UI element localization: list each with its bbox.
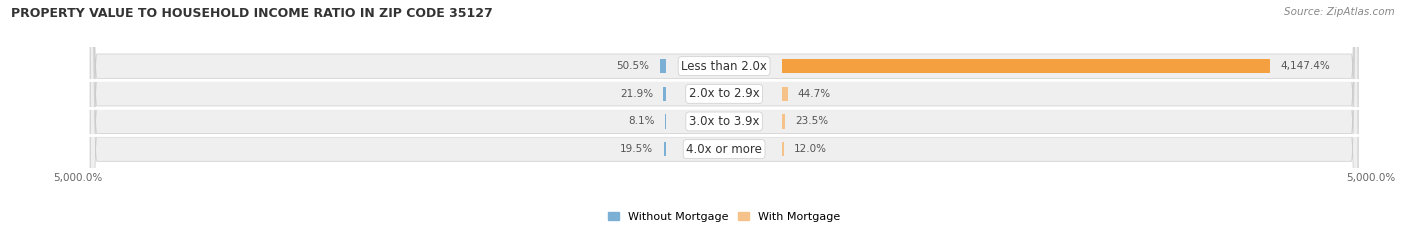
- Text: 21.9%: 21.9%: [620, 89, 652, 99]
- Bar: [664, 142, 666, 156]
- Text: 19.5%: 19.5%: [620, 144, 654, 154]
- FancyBboxPatch shape: [90, 0, 1358, 234]
- Bar: [659, 59, 666, 73]
- Bar: [782, 87, 787, 101]
- Text: 12.0%: 12.0%: [794, 144, 827, 154]
- Bar: [782, 114, 785, 129]
- Text: PROPERTY VALUE TO HOUSEHOLD INCOME RATIO IN ZIP CODE 35127: PROPERTY VALUE TO HOUSEHOLD INCOME RATIO…: [11, 7, 494, 20]
- Text: 50.5%: 50.5%: [617, 61, 650, 71]
- Text: Source: ZipAtlas.com: Source: ZipAtlas.com: [1284, 7, 1395, 17]
- Text: Less than 2.0x: Less than 2.0x: [681, 60, 768, 73]
- Bar: [782, 142, 783, 156]
- Text: 8.1%: 8.1%: [628, 117, 655, 126]
- FancyBboxPatch shape: [90, 0, 1358, 234]
- Text: 3.0x to 3.9x: 3.0x to 3.9x: [689, 115, 759, 128]
- FancyBboxPatch shape: [90, 0, 1358, 234]
- Legend: Without Mortgage, With Mortgage: Without Mortgage, With Mortgage: [603, 207, 845, 226]
- Text: 4.0x or more: 4.0x or more: [686, 143, 762, 156]
- Text: 2.0x to 2.9x: 2.0x to 2.9x: [689, 87, 759, 100]
- Bar: [664, 87, 666, 101]
- Text: 44.7%: 44.7%: [799, 89, 831, 99]
- Text: 4,147.4%: 4,147.4%: [1281, 61, 1330, 71]
- Text: 23.5%: 23.5%: [796, 117, 828, 126]
- Bar: [782, 59, 1271, 73]
- FancyBboxPatch shape: [90, 0, 1358, 234]
